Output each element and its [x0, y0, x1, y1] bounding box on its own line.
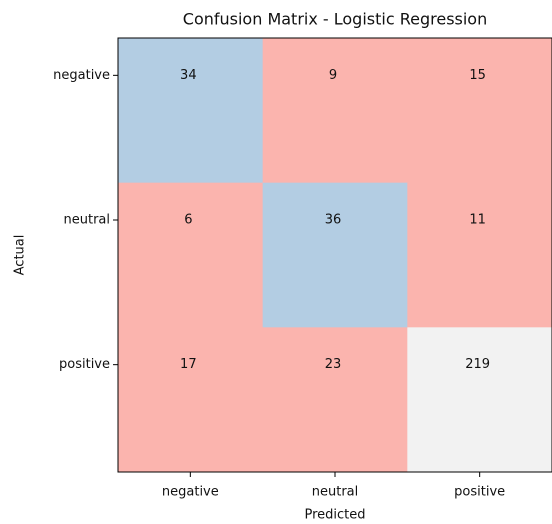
- cell: [262, 38, 408, 184]
- cell-label: 11: [469, 213, 486, 228]
- cell: [407, 182, 552, 328]
- x-axis-label: Predicted: [304, 508, 365, 523]
- cell: [262, 182, 408, 328]
- cell-label: 34: [180, 68, 197, 83]
- cell-label: 219: [465, 357, 490, 372]
- y-axis-label: Actual: [13, 235, 28, 276]
- cell-label: 6: [184, 213, 192, 228]
- y-tick-label: negative: [53, 68, 110, 83]
- y-tick-label: positive: [59, 357, 110, 372]
- x-tick-label: neutral: [312, 485, 359, 500]
- chart-title: Confusion Matrix - Logistic Regression: [183, 10, 487, 29]
- cell: [118, 38, 264, 184]
- cell: [118, 327, 264, 473]
- x-tick-label: positive: [454, 485, 505, 500]
- cell-label: 9: [329, 68, 337, 83]
- cell: [262, 327, 408, 473]
- cell: [407, 38, 552, 184]
- cell-label: 17: [180, 357, 197, 372]
- x-tick-label: negative: [162, 485, 219, 500]
- cell: [407, 327, 552, 473]
- cell-label: 15: [469, 68, 486, 83]
- cell-label: 36: [325, 213, 342, 228]
- y-tick-label: neutral: [64, 213, 111, 228]
- cell: [118, 182, 264, 328]
- cell-label: 23: [325, 357, 342, 372]
